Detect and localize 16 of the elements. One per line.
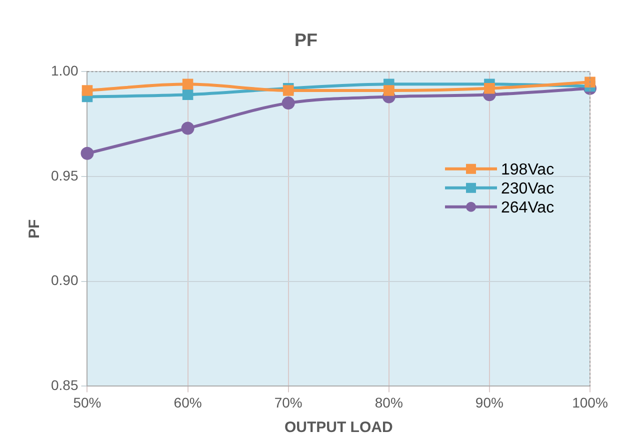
x-tick-label: 80% (374, 394, 403, 410)
x-tick-label: 60% (174, 394, 202, 410)
y-tick-label: 0.90 (51, 272, 78, 288)
x-tick-label: 50% (73, 394, 102, 410)
x-tick-label: 70% (274, 394, 302, 410)
legend-label: 198Vac (501, 161, 554, 178)
legend-label: 230Vac (501, 180, 554, 198)
y-tick-label: 1.00 (51, 62, 78, 78)
chart-title: PF (294, 30, 318, 50)
x-tick-label: 100% (572, 394, 608, 410)
legend-label: 264Vac (501, 199, 554, 216)
y-tick-label: 0.95 (51, 167, 78, 184)
y-tick-label: 0.85 (51, 377, 78, 394)
x-tick-label: 90% (475, 394, 504, 410)
x-axis-title: OUTPUT LOAD (284, 419, 393, 436)
y-axis-title: PF (26, 219, 44, 238)
